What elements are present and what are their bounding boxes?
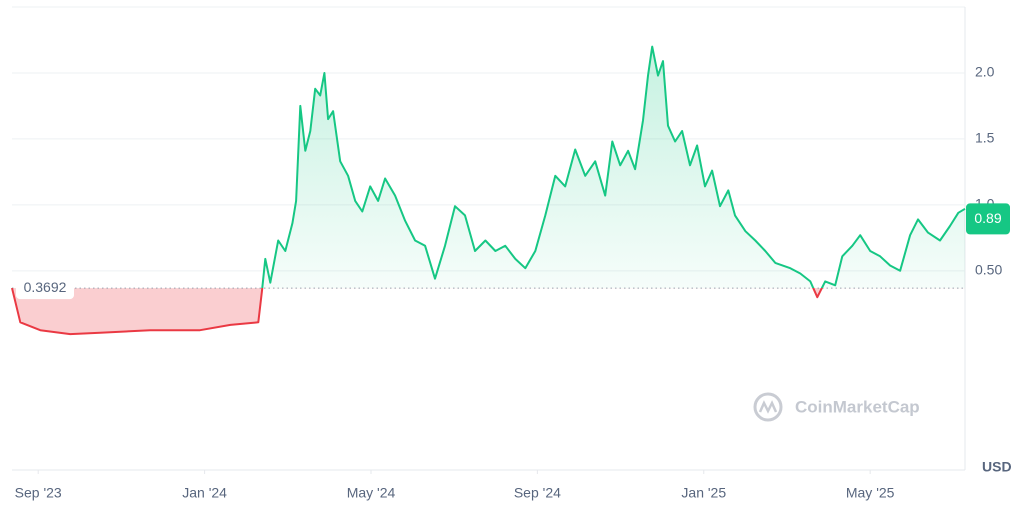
baseline-label: 0.3692 (24, 279, 67, 295)
current-price-badge (966, 203, 1010, 235)
x-tick-label: May '24 (347, 485, 396, 501)
currency-label: USD (982, 459, 1012, 475)
series (11, 45, 966, 336)
y-tick-label: 1.5 (975, 130, 995, 146)
watermark: CoinMarketCap (753, 392, 920, 422)
area-fill (12, 46, 965, 335)
y-tick-label: 2.0 (975, 64, 995, 80)
y-tick-label: 0.50 (975, 262, 1002, 278)
watermark-logo (753, 392, 783, 422)
baseline-label-box (16, 277, 74, 300)
x-tick-label: May '25 (846, 485, 895, 501)
current-price-label: 0.89 (974, 210, 1001, 226)
grid (12, 72, 965, 474)
x-tick-label: Sep '24 (514, 485, 561, 501)
price-line (11, 45, 966, 336)
x-tick-label: Jan '25 (681, 485, 726, 501)
x-tick-label: Sep '23 (15, 485, 62, 501)
watermark-text: CoinMarketCap (795, 397, 920, 416)
x-tick-label: Jan '24 (182, 485, 227, 501)
watermark-logo-mark (758, 400, 778, 414)
